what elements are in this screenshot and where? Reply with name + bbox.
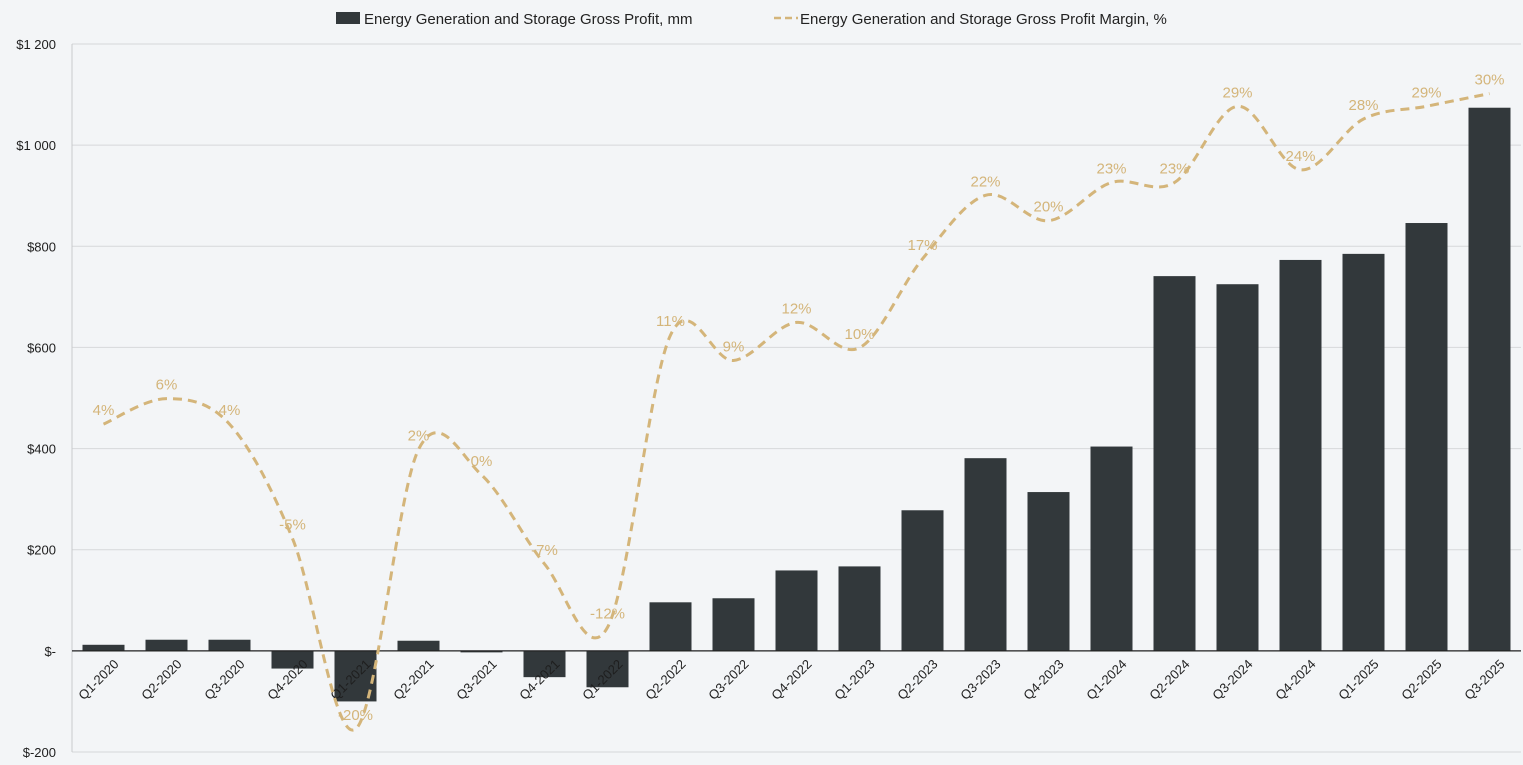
bar: [145, 639, 188, 651]
bar: [775, 570, 818, 651]
bar: [1090, 446, 1133, 651]
x-tick-label: Q4-2022: [768, 656, 814, 702]
bar: [1027, 492, 1070, 651]
bar: [523, 650, 566, 678]
margin-label: -20%: [338, 707, 373, 724]
bar: [649, 602, 692, 651]
margin-label: 23%: [1096, 161, 1126, 178]
bar: [838, 566, 881, 651]
x-tick-label: Q2-2023: [894, 656, 940, 702]
legend-label-line: Energy Generation and Storage Gross Prof…: [800, 11, 1167, 28]
x-tick-label: Q3-2025: [1461, 656, 1507, 702]
margin-label: 30%: [1474, 72, 1504, 89]
y-tick-label: $1 000: [16, 138, 56, 153]
x-tick-label: Q3-2023: [957, 656, 1003, 702]
margin-label: 24%: [1285, 148, 1315, 165]
x-tick-label: Q2-2024: [1146, 656, 1192, 702]
margin-label: -5%: [279, 516, 306, 533]
bar: [208, 639, 251, 651]
margin-label: 12%: [781, 300, 811, 317]
margin-label: 17%: [907, 237, 937, 254]
bar: [1342, 253, 1385, 651]
bar: [82, 644, 125, 651]
y-tick-label: $200: [27, 543, 56, 558]
y-tick-label: $1 200: [16, 37, 56, 52]
bar: [964, 458, 1007, 651]
bar: [586, 650, 629, 688]
margin-label: 29%: [1222, 84, 1252, 101]
x-tick-label: Q2-2021: [390, 656, 436, 702]
margin-line-series: [102, 92, 1490, 732]
margin-label: 0%: [471, 453, 493, 470]
x-tick-label: Q2-2020: [138, 656, 184, 702]
margin-label: 28%: [1348, 97, 1378, 114]
bar: [1468, 107, 1511, 651]
y-tick-label: $800: [27, 239, 56, 254]
margin-label: 4%: [219, 402, 241, 419]
legend: Energy Generation and Storage Gross Prof…: [336, 11, 1167, 28]
margin-label: 22%: [970, 173, 1000, 190]
bar: [397, 640, 440, 651]
x-tick-label: Q3-2024: [1209, 656, 1255, 702]
bar: [271, 650, 314, 669]
legend-swatch-bar: [336, 12, 360, 24]
bar: [1405, 223, 1448, 651]
x-tick-label: Q2-2022: [642, 656, 688, 702]
y-axis-ticks: $-200 $- $200 $400 $600 $800 $1 000 $1 200: [16, 37, 56, 760]
margin-label: 10%: [844, 326, 874, 343]
margin-label: 6%: [156, 377, 178, 394]
legend-label-bar: Energy Generation and Storage Gross Prof…: [364, 11, 692, 28]
x-tick-label: Q3-2020: [201, 656, 247, 702]
x-tick-label: Q4-2023: [1020, 656, 1066, 702]
x-tick-label: Q1-2023: [831, 656, 877, 702]
margin-label: 2%: [408, 427, 430, 444]
bar: [712, 598, 755, 651]
bar: [460, 650, 503, 653]
x-tick-label: Q1-2024: [1083, 656, 1129, 702]
x-tick-label: Q3-2021: [453, 656, 499, 702]
bar: [1216, 284, 1259, 651]
margin-label: 20%: [1033, 199, 1063, 216]
x-tick-label: Q4-2024: [1272, 656, 1318, 702]
y-tick-label: $-: [44, 644, 56, 659]
x-tick-label: Q1-2025: [1335, 656, 1381, 702]
margin-label: 4%: [93, 402, 115, 419]
margin-label: -12%: [590, 605, 625, 622]
x-tick-label: Q2-2025: [1398, 656, 1444, 702]
margin-label: 11%: [656, 313, 685, 330]
y-tick-label: $-200: [23, 745, 56, 760]
margin-label: 9%: [723, 339, 745, 356]
margin-label: -7%: [531, 542, 558, 559]
bar-series: [72, 107, 1521, 702]
bar: [1279, 259, 1322, 651]
bar: [901, 510, 944, 651]
x-tick-label: Q3-2022: [705, 656, 751, 702]
margin-line: [102, 92, 1490, 732]
y-tick-label: $400: [27, 442, 56, 457]
margin-data-labels: 4% 6% 4% -5% -20% 2% 0% -7% -12% 11% 9% 12% 10% 17% 22…: [93, 72, 1505, 725]
margin-label: 23%: [1159, 161, 1189, 178]
y-tick-label: $600: [27, 340, 56, 355]
x-tick-label: Q1-2020: [75, 656, 121, 702]
bar: [1153, 276, 1196, 651]
margin-label: 29%: [1411, 84, 1441, 101]
